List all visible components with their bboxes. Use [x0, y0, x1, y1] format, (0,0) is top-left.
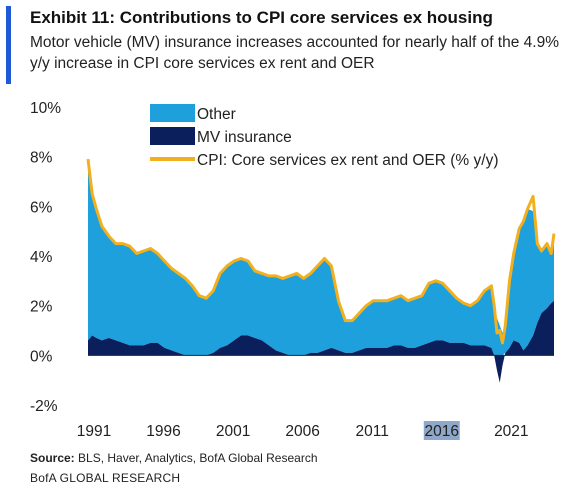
y-tick-label: 8%	[30, 150, 53, 167]
chart-subtitle: Motor vehicle (MV) insurance increases a…	[30, 34, 559, 72]
legend-other-label: Other	[197, 106, 236, 123]
brand-footer: BofA GLOBAL RESEARCH	[30, 471, 181, 485]
x-tick-label: 1991	[77, 423, 111, 440]
y-tick-label: 2%	[30, 299, 53, 316]
x-tick-label: 2016	[425, 423, 459, 440]
chart-title: Exhibit 11: Contributions to CPI core se…	[30, 8, 493, 27]
x-tick-label: 2001	[216, 423, 250, 440]
y-tick-label: 0%	[30, 348, 53, 365]
y-tick-label: 4%	[30, 249, 53, 266]
source-note: Source: BLS, Haver, Analytics, BofA Glob…	[30, 451, 318, 465]
x-tick-highlight	[423, 421, 460, 440]
y-tick-label: 6%	[30, 199, 53, 216]
series-line-cpi	[86, 158, 556, 345]
title-accent-bar	[6, 6, 11, 84]
chart-plot: -2% 0% 2% 4% 6% 8% 10% 1991 1996 2001 2006 2011 2016…	[30, 100, 556, 440]
legend-mv-insurance-label: MV insurance	[197, 129, 292, 146]
x-tick-label: 2011	[356, 423, 389, 440]
x-tick-label: 2006	[285, 423, 319, 440]
legend-cpi-label: CPI: Core services ex rent and OER (% y/…	[197, 152, 498, 169]
y-tick-label: 10%	[30, 100, 61, 117]
legend-other-swatch	[150, 104, 195, 122]
y-tick-label: -2%	[30, 398, 58, 415]
x-tick-label: 2021	[494, 423, 528, 440]
source-text: BLS, Haver, Analytics, BofA Global Resea…	[78, 451, 318, 465]
x-tick-label: 1996	[146, 423, 180, 440]
legend-mv-insurance-swatch	[150, 127, 195, 145]
source-label: Source:	[30, 451, 75, 465]
series-area-other	[88, 161, 554, 356]
